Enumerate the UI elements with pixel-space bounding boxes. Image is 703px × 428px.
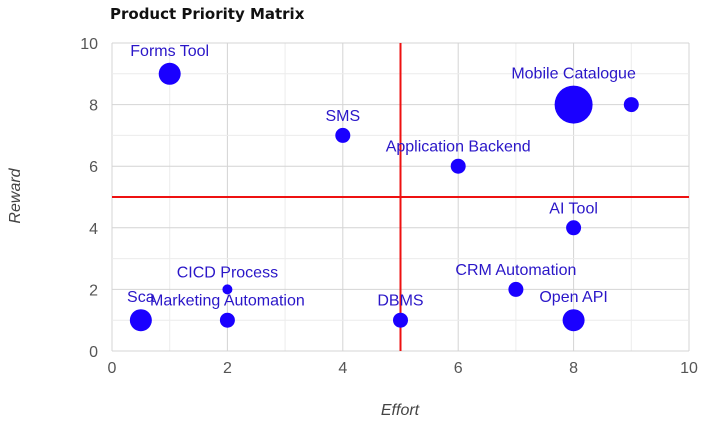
data-point bbox=[508, 281, 524, 297]
x-tick-label: 10 bbox=[680, 360, 698, 377]
data-point-label: Application Backend bbox=[386, 139, 531, 156]
data-point-label: AI Tool bbox=[549, 200, 598, 217]
y-tick-label: 8 bbox=[89, 98, 98, 115]
y-tick-label: 0 bbox=[89, 344, 98, 361]
data-point bbox=[450, 158, 466, 174]
data-point bbox=[335, 127, 351, 143]
data-point-label: Sca bbox=[127, 289, 155, 306]
data-point-label: Forms Tool bbox=[130, 43, 209, 60]
y-tick-label: 2 bbox=[89, 282, 98, 299]
data-point-label: CICD Process bbox=[177, 264, 278, 281]
y-tick-label: 6 bbox=[89, 159, 98, 176]
data-point-label: CRM Automation bbox=[455, 262, 576, 279]
data-point bbox=[219, 312, 235, 328]
x-axis-label: Effort bbox=[381, 402, 420, 419]
y-tick-label: 10 bbox=[80, 36, 98, 53]
data-point bbox=[129, 309, 152, 332]
data-point-label: Marketing Automation bbox=[150, 293, 305, 310]
data-point bbox=[623, 97, 639, 113]
data-point-label: Mobile Catalogue bbox=[511, 66, 636, 83]
x-tick-label: 4 bbox=[338, 360, 347, 377]
data-point bbox=[562, 309, 585, 332]
data-point bbox=[566, 220, 582, 236]
data-point bbox=[393, 312, 408, 328]
x-tick-label: 8 bbox=[569, 360, 578, 377]
data-point-label: DBMS bbox=[377, 293, 423, 310]
x-tick-label: 2 bbox=[223, 360, 232, 377]
data-point bbox=[222, 284, 233, 295]
data-point-label: Open API bbox=[539, 289, 608, 306]
y-axis-label: Reward bbox=[7, 167, 24, 223]
x-tick-label: 6 bbox=[454, 360, 463, 377]
plot-area: 0 2 4 6 8 10 0 2 4 6 8 10 Forms Tool SMS Mobile Catalo… bbox=[80, 36, 698, 377]
data-point bbox=[554, 85, 593, 124]
chart-title: Product Priority Matrix bbox=[110, 5, 305, 23]
y-tick-label: 4 bbox=[89, 221, 98, 238]
x-tick-label: 0 bbox=[108, 360, 117, 377]
data-point bbox=[158, 62, 181, 85]
data-point-label: SMS bbox=[325, 108, 360, 125]
